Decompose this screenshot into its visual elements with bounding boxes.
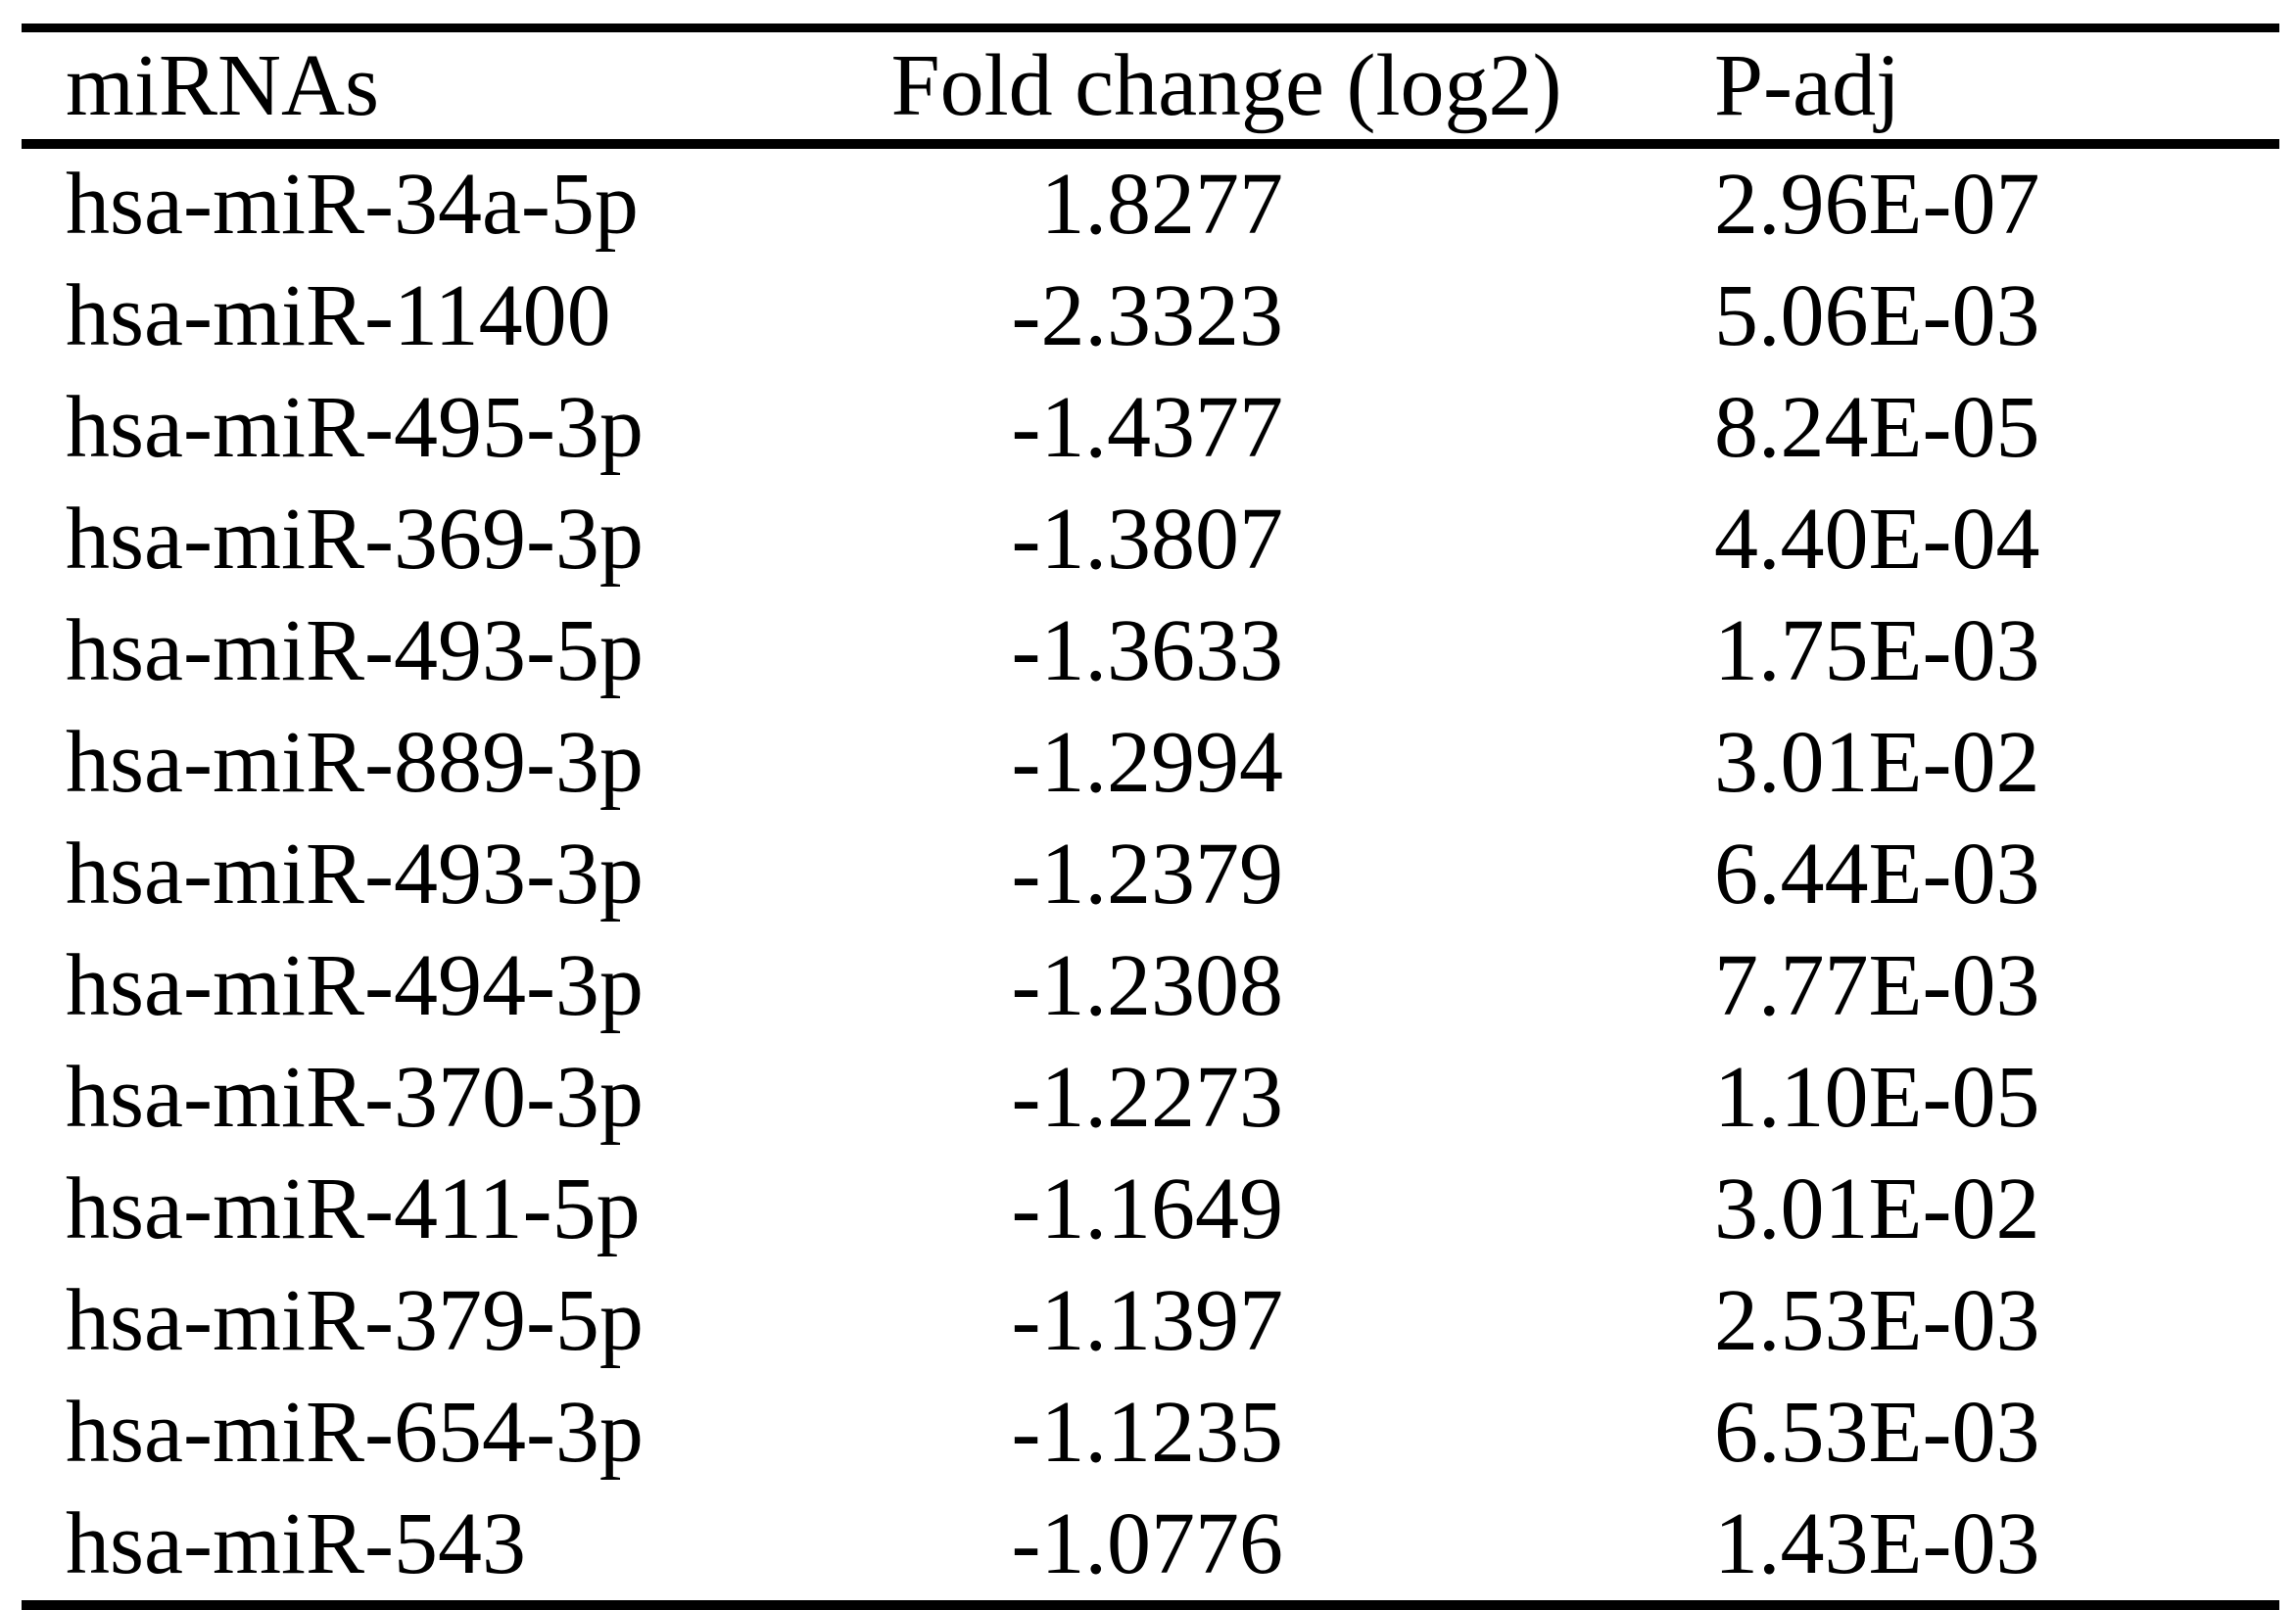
table-row: hsa-miR-654-3p -1.1235 6.53E-03 — [22, 1377, 2279, 1489]
fold-change-cell: -1.2379 — [1011, 826, 1283, 923]
mirna-cell: hsa-miR-411-5p — [66, 1160, 641, 1257]
table-row: hsa-miR-11400 -2.3323 5.06E-03 — [22, 260, 2279, 372]
fold-change-cell: -1.1235 — [1011, 1384, 1283, 1481]
fold-change-cell: -1.2273 — [1011, 1049, 1283, 1146]
table-row: hsa-miR-543 -1.0776 1.43E-03 — [22, 1489, 2279, 1605]
p-adj-cell: 2.53E-03 — [1714, 1272, 2040, 1369]
p-adj-cell: 2.96E-07 — [1714, 156, 2040, 253]
mirna-cell: hsa-miR-494-3p — [66, 937, 644, 1034]
mirna-cell: hsa-miR-369-3p — [66, 491, 644, 588]
mirna-cell: hsa-miR-493-5p — [66, 602, 644, 699]
p-adj-cell: 5.06E-03 — [1714, 267, 2040, 364]
table-row: hsa-miR-34a-5p 1.8277 2.96E-07 — [22, 144, 2279, 260]
fold-change-cell: -1.0776 — [1011, 1495, 1283, 1592]
p-adj-cell: 1.75E-03 — [1714, 602, 2040, 699]
paper-table-page: miRNAs Fold change (log2) P-adj hsa-miR-… — [22, 24, 2279, 1610]
table-row: hsa-miR-889-3p -1.2994 3.01E-02 — [22, 707, 2279, 819]
fold-change-cell: -1.1397 — [1011, 1272, 1283, 1369]
mirna-cell: hsa-miR-379-5p — [66, 1272, 644, 1369]
p-adj-cell: 1.43E-03 — [1714, 1495, 2040, 1592]
header-row: miRNAs Fold change (log2) P-adj — [22, 27, 2279, 149]
column-header-p-adj: P-adj — [1687, 27, 2279, 149]
table-row: hsa-miR-379-5p -1.1397 2.53E-03 — [22, 1265, 2279, 1377]
table-row: hsa-miR-370-3p -1.2273 1.10E-05 — [22, 1042, 2279, 1154]
mirna-cell: hsa-miR-889-3p — [66, 714, 644, 811]
column-header-mirnas: miRNAs — [22, 27, 766, 149]
column-header-fold-change: Fold change (log2) — [766, 27, 1687, 149]
p-adj-cell: 8.24E-05 — [1714, 379, 2040, 476]
mirna-cell: hsa-miR-11400 — [66, 267, 611, 364]
table-row: hsa-miR-495-3p -1.4377 8.24E-05 — [22, 372, 2279, 484]
mirna-cell: hsa-miR-370-3p — [66, 1049, 644, 1146]
fold-change-cell: -2.3323 — [1011, 267, 1283, 364]
table-row: hsa-miR-411-5p -1.1649 3.01E-02 — [22, 1154, 2279, 1265]
fold-change-cell: -1.3807 — [1011, 491, 1283, 588]
table-row: hsa-miR-494-3p -1.2308 7.77E-03 — [22, 930, 2279, 1042]
fold-change-cell: 1.8277 — [1040, 156, 1284, 253]
mirna-cell: hsa-miR-654-3p — [66, 1384, 644, 1481]
p-adj-cell: 4.40E-04 — [1714, 491, 2040, 588]
fold-change-cell: -1.3633 — [1011, 602, 1283, 699]
table-row: hsa-miR-493-5p -1.3633 1.75E-03 — [22, 595, 2279, 707]
mirna-expression-table: miRNAs Fold change (log2) P-adj hsa-miR-… — [22, 24, 2279, 1610]
p-adj-cell: 3.01E-02 — [1714, 714, 2040, 811]
p-adj-cell: 3.01E-02 — [1714, 1160, 2040, 1257]
fold-change-cell: -1.2308 — [1011, 937, 1283, 1034]
p-adj-cell: 6.44E-03 — [1714, 826, 2040, 923]
table-row: hsa-miR-493-3p -1.2379 6.44E-03 — [22, 819, 2279, 930]
fold-change-cell: -1.2994 — [1011, 714, 1283, 811]
fold-change-cell: -1.1649 — [1011, 1160, 1283, 1257]
mirna-cell: hsa-miR-495-3p — [66, 379, 644, 476]
p-adj-cell: 7.77E-03 — [1714, 937, 2040, 1034]
p-adj-cell: 1.10E-05 — [1714, 1049, 2040, 1146]
mirna-cell: hsa-miR-34a-5p — [66, 156, 639, 253]
mirna-cell: hsa-miR-493-3p — [66, 826, 644, 923]
mirna-cell: hsa-miR-543 — [66, 1495, 526, 1592]
p-adj-cell: 6.53E-03 — [1714, 1384, 2040, 1481]
table-row: hsa-miR-369-3p -1.3807 4.40E-04 — [22, 484, 2279, 595]
fold-change-cell: -1.4377 — [1011, 379, 1283, 476]
